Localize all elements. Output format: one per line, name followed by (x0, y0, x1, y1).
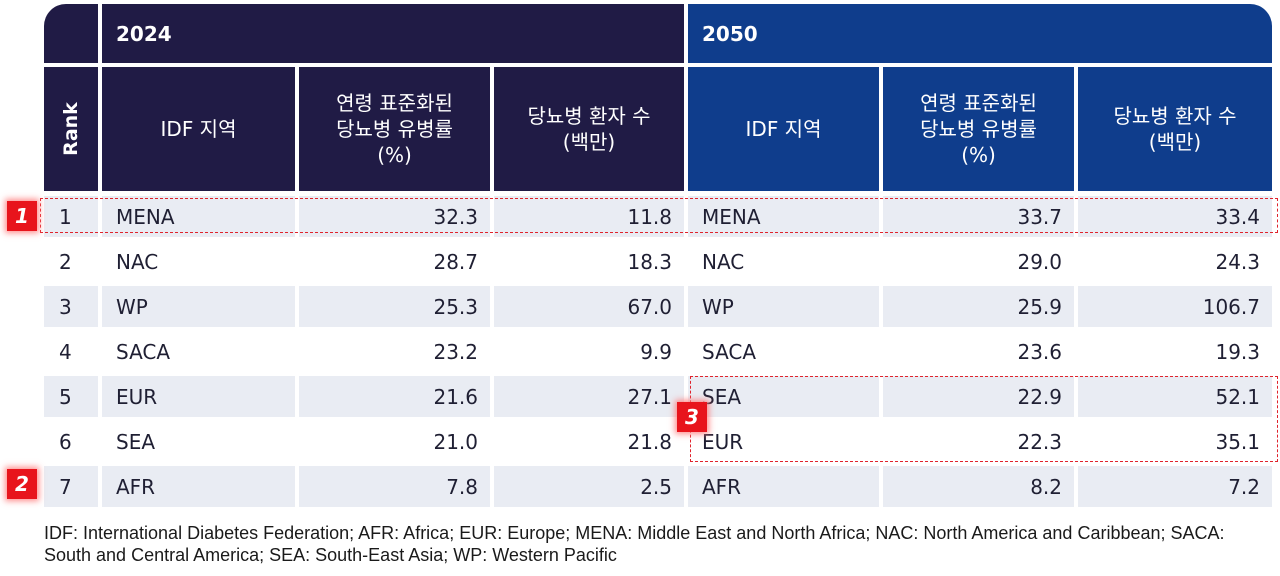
region-2024-cell: NAC (102, 241, 295, 282)
patients-2050-cell: 35.1 (1078, 421, 1272, 462)
prevalence-2024-cell: 7.8 (299, 466, 490, 507)
patients-2024-header: 당뇨병 환자 수 (백만) (494, 67, 684, 191)
year-2050-header: 2050 (688, 4, 1272, 63)
region-2050-cell: NAC (688, 241, 879, 282)
region-2024-cell: AFR (102, 466, 295, 507)
rank-column-header: Rank (44, 67, 98, 191)
patients-2024-cell: 11.8 (494, 196, 684, 237)
patients-2050-cell: 33.4 (1078, 196, 1272, 237)
region-2050-cell: SACA (688, 331, 879, 372)
highlight-row-1 (40, 198, 1278, 233)
footnote: IDF: International Diabetes Federation; … (44, 523, 1225, 565)
prevalence-2024-cell: 23.2 (299, 331, 490, 372)
prevalence-2050-cell: 8.2 (883, 466, 1074, 507)
patients-2024-cell: 27.1 (494, 376, 684, 417)
region-2024-cell: EUR (102, 376, 295, 417)
prevalence-2050-cell: 29.0 (883, 241, 1074, 282)
header-corner (44, 4, 98, 63)
patients-2050-header: 당뇨병 환자 수 (백만) (1078, 67, 1272, 191)
prevalence-2050-cell: 25.9 (883, 286, 1074, 327)
patients-2050-cell: 19.3 (1078, 331, 1272, 372)
region-2050-cell: SEA (688, 376, 879, 417)
region-2050-cell: WP (688, 286, 879, 327)
patients-2024-cell: 18.3 (494, 241, 684, 282)
prevalence-2050-cell: 22.3 (883, 421, 1074, 462)
patients-2050-cell: 52.1 (1078, 376, 1272, 417)
region-2024-cell: SEA (102, 421, 295, 462)
highlight-rows-5-6-2050 (690, 376, 1278, 462)
prevalence-2050-header: 연령 표준화된 당뇨병 유병률 (%) (883, 67, 1074, 191)
patients-2050-cell: 24.3 (1078, 241, 1272, 282)
annotation-badge-2: 2 (7, 469, 37, 499)
prevalence-2024-cell: 28.7 (299, 241, 490, 282)
region-2050-cell: MENA (688, 196, 879, 237)
rank-cell: 4 (44, 331, 98, 372)
region-2024-cell: MENA (102, 196, 295, 237)
region-2050-cell: AFR (688, 466, 879, 507)
prevalence-2024-cell: 21.0 (299, 421, 490, 462)
patients-2024-cell: 67.0 (494, 286, 684, 327)
region-2024-cell: SACA (102, 331, 295, 372)
idf-region-2050-header: IDF 지역 (688, 67, 879, 191)
region-2024-cell: WP (102, 286, 295, 327)
prevalence-2024-cell: 21.6 (299, 376, 490, 417)
patients-2024-cell: 2.5 (494, 466, 684, 507)
rank-cell: 3 (44, 286, 98, 327)
idf-region-2024-header: IDF 지역 (102, 67, 295, 191)
prevalence-2024-header: 연령 표준화된 당뇨병 유병률 (%) (299, 67, 490, 191)
patients-2050-cell: 7.2 (1078, 466, 1272, 507)
rank-cell: 6 (44, 421, 98, 462)
prevalence-2024-cell: 25.3 (299, 286, 490, 327)
prevalence-2024-cell: 32.3 (299, 196, 490, 237)
prevalence-2050-cell: 33.7 (883, 196, 1074, 237)
patients-2024-cell: 9.9 (494, 331, 684, 372)
rank-cell: 5 (44, 376, 98, 417)
annotation-badge-3: 3 (677, 402, 707, 432)
rank-cell: 7 (44, 466, 98, 507)
prevalence-2050-cell: 23.6 (883, 331, 1074, 372)
year-2024-header: 2024 (102, 4, 684, 63)
annotation-badge-1: 1 (7, 201, 37, 231)
rank-cell: 2 (44, 241, 98, 282)
patients-2024-cell: 21.8 (494, 421, 684, 462)
prevalence-2050-cell: 22.9 (883, 376, 1074, 417)
region-2050-cell: EUR (688, 421, 879, 462)
patients-2050-cell: 106.7 (1078, 286, 1272, 327)
rank-cell: 1 (44, 196, 98, 237)
